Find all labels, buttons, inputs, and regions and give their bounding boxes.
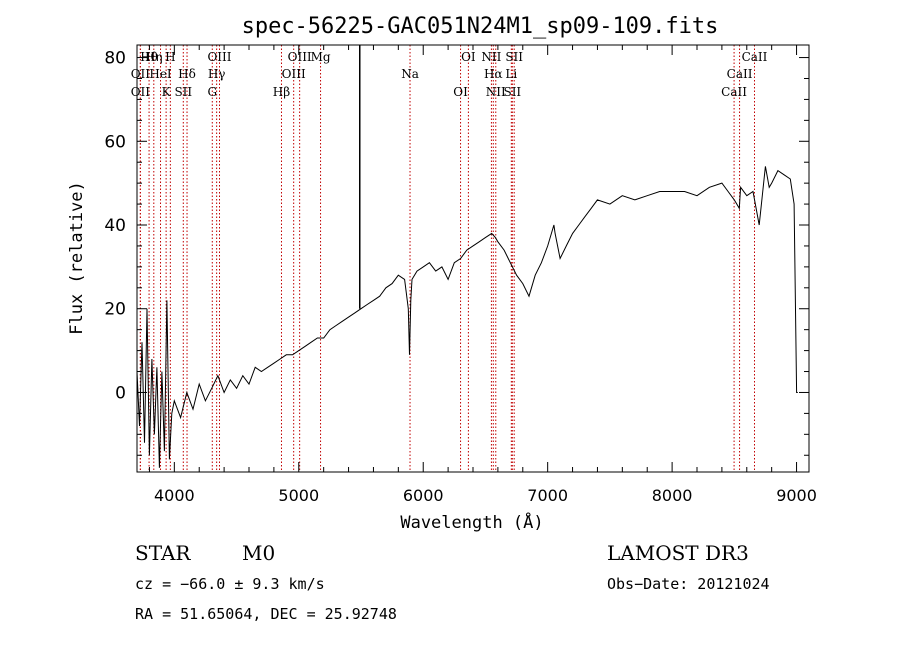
x-tick-label: 4000 xyxy=(154,486,195,505)
emission-line-label: HeI xyxy=(149,67,172,81)
emission-line-label: OIII xyxy=(288,50,312,64)
survey-label: LAMOST DR3 xyxy=(607,541,749,565)
spectrum-line xyxy=(136,166,798,468)
subclass-label: M0 xyxy=(242,541,275,565)
emission-line-label: G xyxy=(207,85,217,99)
emission-line-label: SII xyxy=(505,50,523,64)
emission-line-label: OI xyxy=(453,85,468,99)
emission-line-label: OI xyxy=(461,50,476,64)
y-tick-label: 40 xyxy=(104,216,126,236)
y-tick-label: 80 xyxy=(104,49,126,69)
emission-line-label: NII xyxy=(486,85,506,99)
emission-line-label: CaII xyxy=(721,85,747,99)
emission-line-label: H xyxy=(165,50,175,64)
emission-line-label: Hγ xyxy=(208,67,226,81)
emission-line-label: K xyxy=(162,85,172,99)
plot-frame xyxy=(136,44,810,473)
x-tick-label: 5000 xyxy=(278,486,319,505)
emission-line-label: OIII xyxy=(207,50,231,64)
emission-line-label: OIII xyxy=(282,67,306,81)
emission-line-label: Hβ xyxy=(273,85,290,99)
emission-line-label: CaII xyxy=(742,50,768,64)
x-tick-label: 9000 xyxy=(776,486,817,505)
obs-date-label: Obs−Date: 20121024 xyxy=(607,575,770,593)
emission-line-label: Hθ xyxy=(140,50,158,64)
emission-line-label: Hη xyxy=(145,50,163,64)
emission-line-label: CaII xyxy=(727,67,753,81)
emission-line-label: Li xyxy=(505,67,517,81)
emission-line-label: OII xyxy=(131,85,151,99)
emission-line-label: NII xyxy=(481,50,501,64)
coords-label: RA = 51.65064, DEC = 25.92748 xyxy=(135,605,397,623)
y-axis-label: Flux (relative) xyxy=(67,181,87,335)
emission-line-label: SII xyxy=(503,85,521,99)
emission-line-labels: Hθ OII OII Hη HeI K HHδ SII OIII Hγ G OIII OIII Hβ Mg N… xyxy=(131,50,768,99)
emission-line-label: Na xyxy=(401,67,419,81)
x-tick-label: 8000 xyxy=(652,486,693,505)
emission-line-label: Hδ xyxy=(178,67,196,81)
class-label: STAR xyxy=(135,541,191,565)
y-tick-label: 20 xyxy=(104,300,126,320)
emission-line-label: Hα xyxy=(484,67,503,81)
emission-lines xyxy=(139,45,755,472)
emission-line-label: OII xyxy=(131,67,151,81)
emission-line-label: SII xyxy=(174,85,192,99)
axis-ticks: 4000 5000 6000 7000 8000 9000 0 20 40 60 80 xyxy=(104,45,817,505)
x-tick-label: 6000 xyxy=(403,486,444,505)
y-tick-label: 0 xyxy=(115,383,126,403)
x-axis-label: Wavelength (Å) xyxy=(400,511,543,533)
chart-title: spec-56225-GAC051N24M1_sp09-109.fits xyxy=(242,14,719,39)
cz-label: cz = −66.0 ± 9.3 km/s xyxy=(135,575,325,593)
x-tick-label: 7000 xyxy=(527,486,568,505)
spectrum-series xyxy=(136,166,798,468)
y-tick-label: 60 xyxy=(104,132,126,152)
emission-line-label: Mg xyxy=(311,50,331,64)
